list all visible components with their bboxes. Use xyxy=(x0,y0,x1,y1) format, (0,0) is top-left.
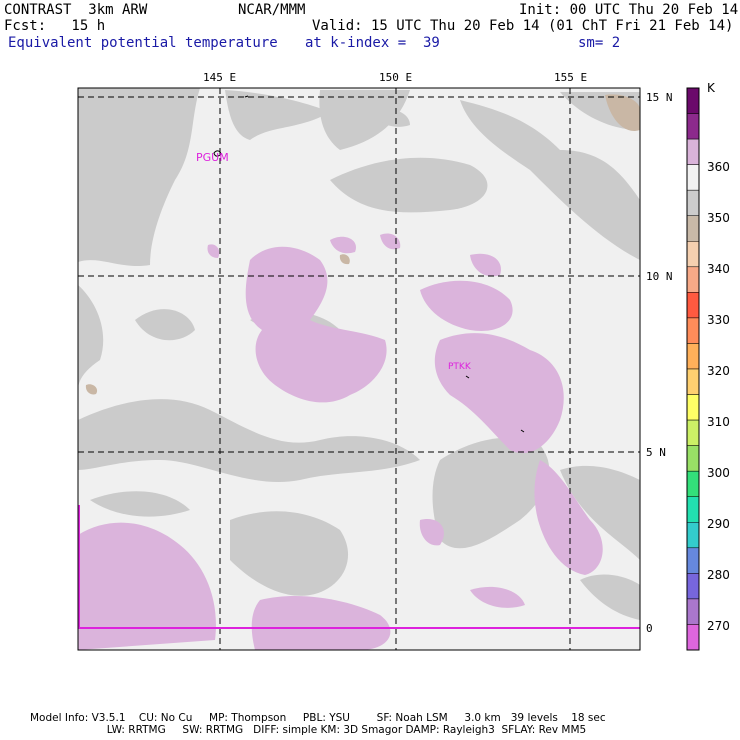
level-info: at k-index = 39 xyxy=(305,35,440,51)
colorbar-swatch xyxy=(686,496,700,523)
colorbar-swatch xyxy=(686,87,700,114)
lat-label-5n: 5 N xyxy=(646,446,666,459)
colorbar-unit: K xyxy=(707,81,715,95)
colorbar-swatch xyxy=(686,624,700,651)
colorbar-swatch xyxy=(686,470,700,497)
colorbar-swatch xyxy=(686,547,700,574)
colorbar-tick-label: 310 xyxy=(707,415,730,429)
model-info-line2: LW: RRTMG SW: RRTMG DIFF: simple KM: 3D … xyxy=(30,724,587,736)
colorbar-swatch xyxy=(686,189,700,216)
colorbar-swatch xyxy=(686,317,700,344)
colorbar-tick-label: 340 xyxy=(707,262,730,276)
center-label: NCAR/MMM xyxy=(238,2,306,18)
lat-label-0: 0 xyxy=(646,622,653,635)
colorbar-tick-label: 320 xyxy=(707,364,730,378)
colorbar-tick-label: 330 xyxy=(707,313,730,327)
colorbar-swatch xyxy=(686,445,700,472)
colorbar-swatch xyxy=(686,394,700,421)
colorbar-swatch xyxy=(686,419,700,446)
colorbar-swatch xyxy=(686,598,700,625)
station-label-pgum: PGUM xyxy=(196,151,229,164)
colorbar-swatch xyxy=(686,266,700,293)
colorbar-tick-label: 360 xyxy=(707,160,730,174)
map-frame xyxy=(77,87,641,651)
model-title: CONTRAST 3km ARW xyxy=(4,2,148,18)
smoothing-info: sm= 2 xyxy=(578,35,621,51)
coastlines xyxy=(213,95,525,433)
colorbar-swatch xyxy=(686,573,700,600)
colorbar-swatch xyxy=(686,164,700,191)
colorbar-swatch xyxy=(686,292,700,319)
colorbar-tick-label: 280 xyxy=(707,568,730,582)
valid-time: Valid: 15 UTC Thu 20 Feb 14 (01 ChT Fri … xyxy=(312,18,734,34)
domain-boundary xyxy=(78,505,640,629)
forecast-hour: Fcst: 15 h xyxy=(4,18,106,34)
lat-label-10n: 10 N xyxy=(646,270,673,283)
colorbar-tick-label: 290 xyxy=(707,517,730,531)
colorbar-swatch xyxy=(686,215,700,242)
colorbar-frame xyxy=(686,87,700,651)
theta-e-field xyxy=(78,88,640,650)
colorbar-swatch xyxy=(686,522,700,549)
colorbar-tick-label: 270 xyxy=(707,619,730,633)
colorbar-swatch xyxy=(686,368,700,395)
colorbar-tick-label: 300 xyxy=(707,466,730,480)
colorbar xyxy=(686,87,700,651)
station-label-ptkk: PTKK xyxy=(448,362,471,372)
lon-label-155e: 155 E xyxy=(554,71,588,84)
colorbar-swatch xyxy=(686,113,700,140)
lon-label-145e: 145 E xyxy=(203,71,237,84)
colorbar-swatch xyxy=(686,343,700,370)
colorbar-tick-label: 350 xyxy=(707,211,730,225)
init-time: Init: 00 UTC Thu 20 Feb 14 xyxy=(519,2,739,18)
model-info-line1: Model Info: V3.5.1 CU: No Cu MP: Thompso… xyxy=(30,712,606,724)
lon-label-150e: 150 E xyxy=(379,71,413,84)
colorbar-swatch xyxy=(686,241,700,268)
colorbar-swatch xyxy=(686,138,700,165)
lat-label-15n: 15 N xyxy=(646,91,673,104)
field-name: Equivalent potential temperature xyxy=(8,35,278,51)
